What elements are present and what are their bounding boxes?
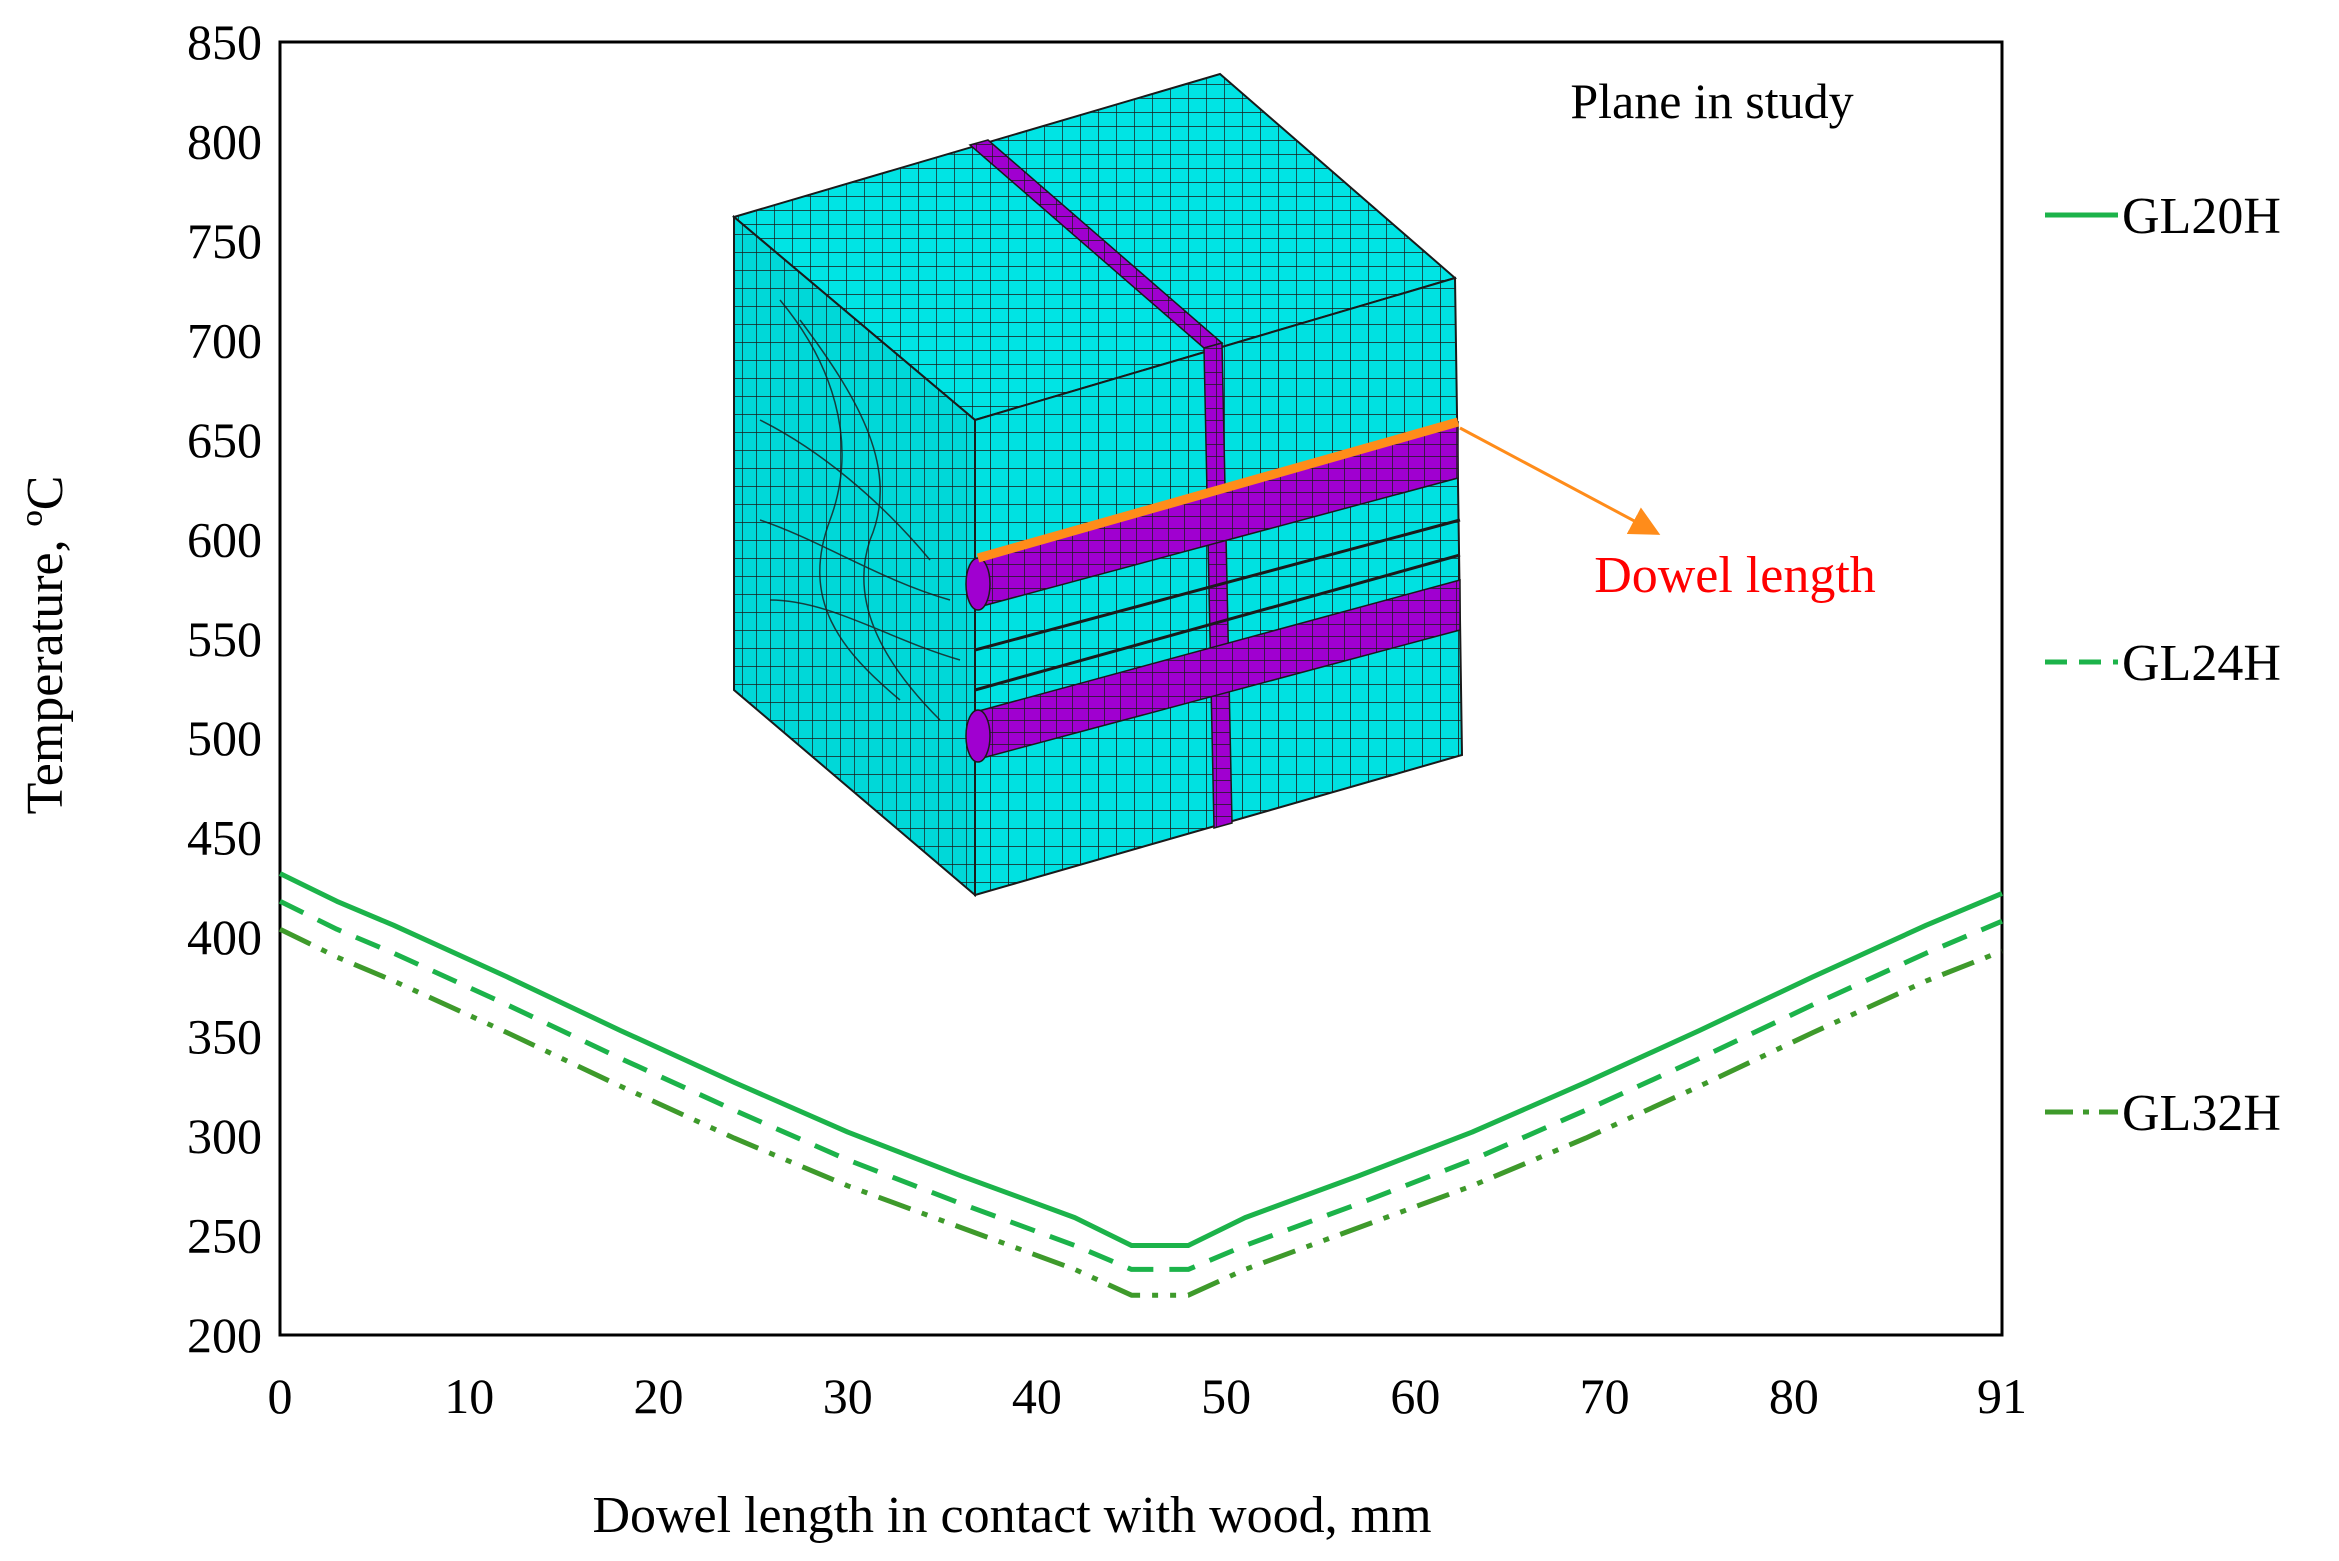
series-line-gl24h: [278, 899, 2003, 1272]
dowel-length-line: [976, 417, 1460, 563]
legend-label-gl32h: GL32H: [2122, 1085, 2281, 1142]
inset-title: Plane in study: [1570, 73, 1853, 129]
x-axis-ticks: 0 10 20 30 40 50 60 70 80 91: [268, 1368, 2028, 1424]
y-tick-label: 850: [187, 14, 262, 70]
x-tick-label: 60: [1390, 1368, 1440, 1424]
y-tick-label: 300: [187, 1108, 262, 1164]
legend: GL20H GL24H GL32H: [2045, 188, 2281, 1142]
x-tick-label: 20: [633, 1368, 683, 1424]
y-tick-label: 800: [187, 113, 262, 169]
y-tick-label: 450: [187, 810, 262, 866]
x-tick-label: 91: [1977, 1368, 2027, 1424]
y-tick-label: 750: [187, 213, 262, 269]
y-tick-label: 350: [187, 1009, 262, 1065]
legend-label-gl20h: GL20H: [2122, 188, 2281, 245]
x-tick-label: 10: [444, 1368, 494, 1424]
x-tick-label: 0: [268, 1368, 293, 1424]
x-tick-label: 80: [1769, 1368, 1819, 1424]
mesh-model-illustration: [731, 72, 1661, 898]
plot-area: [278, 40, 2004, 1337]
y-tick-label: 500: [187, 710, 262, 766]
mesh-groove-2: [974, 553, 1461, 692]
y-tick-label: 250: [187, 1208, 262, 1264]
y-tick-label: 600: [187, 511, 262, 567]
series-line-gl20h: [278, 871, 2003, 1248]
dowel-end-lower: [965, 709, 991, 763]
y-axis-title: Temperature, ºC: [17, 476, 74, 815]
dowel-end-upper: [965, 557, 991, 611]
x-tick-label: 40: [1012, 1368, 1062, 1424]
dowel-length-label: Dowel length: [1594, 547, 1876, 604]
legend-label-gl24h: GL24H: [2122, 635, 2281, 692]
y-tick-label: 650: [187, 412, 262, 468]
y-tick-label: 550: [187, 611, 262, 667]
dowel-length-arrow: [1459, 426, 1661, 535]
x-tick-label: 50: [1201, 1368, 1251, 1424]
x-tick-label: 30: [823, 1368, 873, 1424]
y-tick-label: 200: [187, 1307, 262, 1363]
mesh-groove-1: [974, 518, 1461, 652]
x-tick-label: 70: [1580, 1368, 1630, 1424]
y-tick-label: 400: [187, 909, 262, 965]
series-lines: [278, 871, 2003, 1298]
x-axis-title: Dowel length in contact with wood, mm: [592, 1487, 1431, 1544]
series-line-gl32h: [278, 926, 2003, 1298]
y-tick-label: 700: [187, 312, 262, 368]
mesh-side-irregular: [759, 299, 961, 721]
y-axis-ticks: 200 250 300 350 400 450 500 550 600 650 700 750 800 8…: [187, 14, 262, 1363]
